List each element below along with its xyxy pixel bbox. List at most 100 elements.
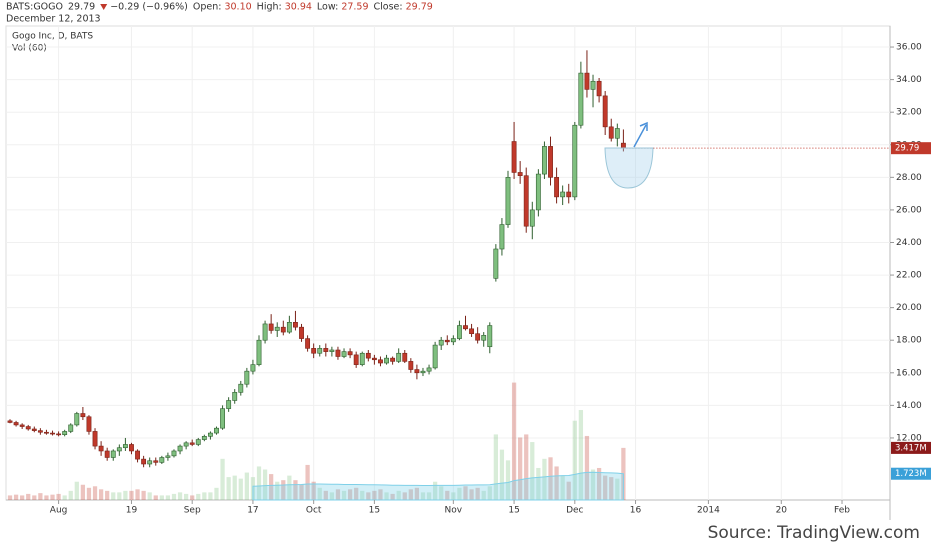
volume-bar [554,466,559,500]
candle-body [311,348,317,354]
volume-bar [518,437,523,500]
x-tick-label: 20 [776,506,788,516]
candle-body [31,428,37,431]
axes: 12.00 14.00 16.00 18.00 20.00 22.00 24.00 26.00… [50,43,931,516]
candle-body [19,424,25,427]
candle-body [450,338,456,343]
source: Source: TradingView.com [708,523,920,543]
candle-body [481,335,487,341]
y-tick-label: 22.00 [896,271,922,281]
x-tick-label: Dec [566,506,583,516]
candle-body [505,177,511,225]
candle-body [517,172,523,177]
field-label: High: [257,2,282,13]
volume-bar [329,492,335,500]
candle-body [195,439,201,445]
candle-body [177,445,183,452]
candle-body [250,364,256,372]
volume-bar [317,487,322,500]
candle-body [535,173,541,211]
candle-body [487,325,493,348]
volume-bar [615,478,620,500]
candle-body [554,177,560,198]
candle-body [529,209,535,227]
candle-body [359,352,365,365]
volume-bar [244,472,249,500]
volume-bar [299,484,304,500]
volume-bar [323,490,328,500]
candle-body [62,431,68,435]
field-value: 30.94 [285,2,312,13]
volume-bar [548,457,553,500]
candle-body [274,326,280,331]
y-tick-label: 28.00 [896,173,922,183]
y-tick-label: 18.00 [896,336,922,346]
candle-body [183,442,189,447]
volume-bar [505,460,511,500]
y-tick-label: 34.00 [896,75,922,85]
candle-body [378,359,383,364]
volume-bar [68,490,73,500]
x-tick-label: Sep [184,506,201,516]
candle-body [214,427,219,434]
candle-body [56,433,62,436]
volume-bar [220,458,225,500]
field-label: Close: [374,2,403,13]
field-label: Low: [317,2,338,13]
candle-body [475,333,481,341]
last-price-badge: 29.79 [895,144,919,154]
candle-body [566,191,572,198]
x-tick-label: 2014 [697,506,720,516]
candle-body [347,351,353,356]
y-tick-label: 32.00 [896,108,922,118]
candle-body [86,416,92,432]
volume-bar [98,489,104,500]
volume-bar [530,442,535,500]
candle-body [396,352,402,362]
candle-body [286,322,292,333]
volume-bar [105,490,110,500]
volume-bar [56,493,61,500]
y-tick-label: 20.00 [896,303,922,313]
candle-body [523,175,529,227]
candle-body [104,450,110,458]
volume-bar [451,492,456,500]
field-label: Open: [193,2,222,13]
volume-bar [7,495,13,500]
candle-body [608,126,614,139]
candle-body [365,352,371,359]
volume-bar [609,477,614,500]
candle-body [493,248,499,279]
candle-body [499,224,505,250]
candle-body [578,72,584,126]
candle-body [614,128,620,139]
date: December 12, 2013 [6,14,101,25]
candle-body [135,450,140,460]
volume-bar [26,493,31,500]
candle-body [402,352,408,362]
volume-bar [584,435,590,500]
x-tick-label: Aug [50,506,68,516]
volume-bar [275,481,280,500]
candle-body [256,339,262,365]
last-price-badge-bg [891,142,931,155]
volume-bar [287,475,292,500]
volume-bar [524,434,529,500]
candle-body [268,323,274,331]
volume-bar [499,449,505,500]
volume-bar [414,487,420,500]
candle-body [542,146,547,175]
volume-bar [341,490,347,500]
candle-body [129,444,134,452]
candle-body [353,354,359,365]
volume-bar [80,484,86,500]
volume-bar [463,486,468,500]
volume-bar [311,481,316,500]
volume-bar [542,458,547,500]
candle-body [323,348,329,352]
volume-bar [86,487,92,500]
volume-bar [372,490,377,500]
candle-body [408,361,414,370]
